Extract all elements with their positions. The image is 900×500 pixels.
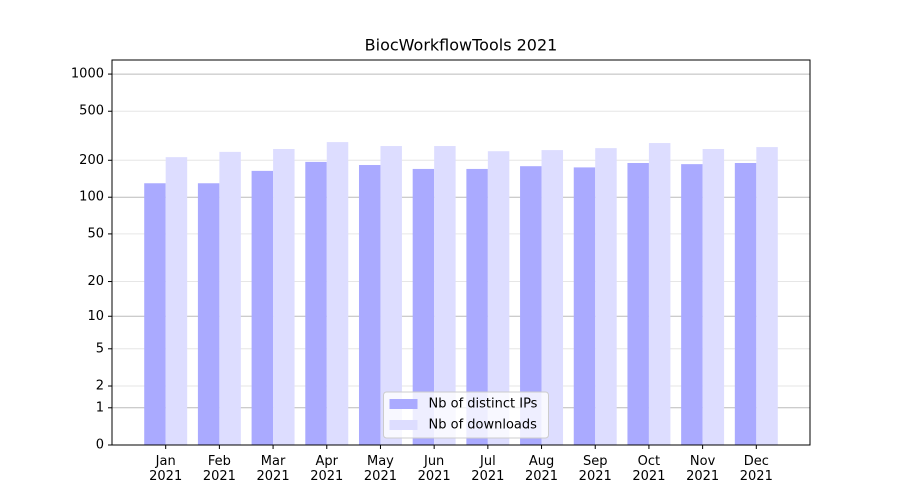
x-tick-label: Feb 2021 [202,454,236,484]
y-tick-label: 500 [79,104,104,119]
bar [219,151,241,445]
bar [380,146,402,445]
bar [466,168,488,445]
x-tick-label: Oct 2021 [632,454,666,484]
legend-swatch [389,420,418,430]
x-tick-label: May 2021 [363,454,397,484]
bar [412,168,435,445]
legend-box [383,391,549,439]
legend-label: Nb of distinct IPs [429,397,538,412]
legend-label: Nb of downloads [429,418,538,433]
bar [165,157,188,446]
x-tick-label: Mar 2021 [256,454,290,484]
bar [358,165,381,445]
x-tick-label: Apr 2021 [310,454,344,484]
y-tick-label: 5 [96,341,104,356]
bar [434,146,456,445]
x-tick-label: Aug 2021 [524,454,559,484]
bar [251,170,274,445]
legend-swatch [389,399,418,409]
y-tick-label: 100 [79,190,104,205]
y-tick-label: 50 [87,226,104,241]
x-tick-label: Jun 2021 [417,454,451,484]
bar [595,148,617,445]
bar [326,142,349,445]
legend: Nb of distinct IPs Nb of downloads [383,391,549,439]
x-tick-label: Nov 2021 [686,454,720,484]
x-tick-label: Jul 2021 [471,454,505,484]
bar [520,166,542,445]
bar [681,164,703,445]
y-tick-label: 1 [96,400,104,415]
bar [273,148,295,445]
bar [648,143,671,446]
bar [627,163,649,446]
x-tick-label: Jan 2021 [149,454,183,484]
chart-title: BiocWorkflowTools 2021 [365,36,558,55]
bar [197,183,220,445]
bar [734,163,757,446]
bar [756,147,778,445]
bar [573,167,596,445]
bar [541,150,564,445]
y-tick-label: 1000 [71,67,104,82]
y-tick-label: 0 [96,438,104,453]
y-tick-label: 20 [87,274,104,289]
y-tick-label: 200 [79,153,104,168]
bar [702,148,725,445]
bar [305,161,327,445]
y-tick-label: 2 [96,379,104,394]
bar [144,183,166,445]
bar [487,151,510,445]
y-tick-label: 10 [87,309,104,324]
plot-frame [111,59,811,446]
x-tick-label: Dec 2021 [739,454,773,484]
x-tick-label: Sep 2021 [578,454,612,484]
